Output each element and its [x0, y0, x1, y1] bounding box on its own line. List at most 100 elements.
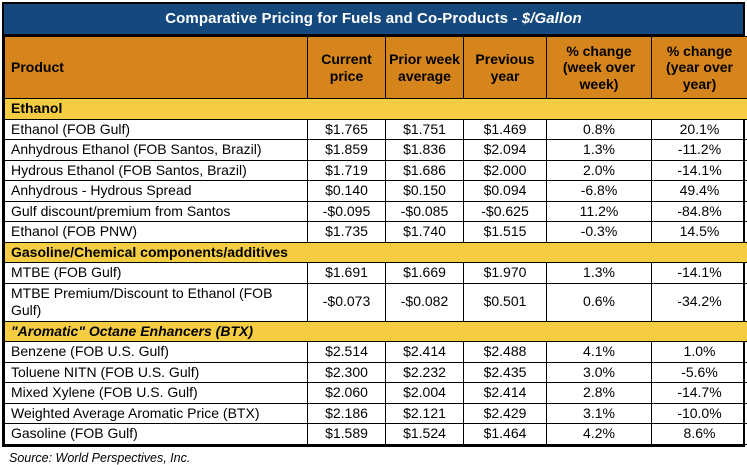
source-note: Source: World Perspectives, Inc.	[0, 447, 747, 465]
pct-change-yoy-cell: 49.4%	[652, 181, 747, 202]
pct-change-wow-cell: 2.8%	[547, 383, 652, 404]
previous-year-cell: -$0.625	[464, 201, 547, 222]
previous-year-cell: $0.094	[464, 181, 547, 202]
current-price-cell: $2.514	[308, 342, 386, 363]
current-price-cell: $1.719	[308, 160, 386, 181]
table-title: Comparative Pricing for Fuels and Co-Pro…	[4, 4, 743, 36]
pct-change-wow-cell: 3.0%	[547, 362, 652, 383]
column-header-pct-change-wow: % change (week over week)	[547, 37, 652, 99]
table-title-text: Comparative Pricing for Fuels and Co-Pro…	[165, 10, 522, 27]
current-price-cell: $1.765	[308, 119, 386, 140]
section-label: "Aromatic" Octane Enhancers (BTX)	[5, 321, 747, 342]
section-header-row: Ethanol	[5, 99, 747, 120]
product-cell: Gasoline (FOB Gulf)	[5, 424, 308, 445]
current-price-cell: $1.589	[308, 424, 386, 445]
prior-week-average-cell: $2.232	[386, 362, 464, 383]
prior-week-average-cell: $1.686	[386, 160, 464, 181]
pct-change-wow-cell: -0.3%	[547, 222, 652, 243]
prior-week-average-cell: $1.524	[386, 424, 464, 445]
previous-year-cell: $2.435	[464, 362, 547, 383]
pct-change-wow-cell: 0.8%	[547, 119, 652, 140]
current-price-cell: $2.060	[308, 383, 386, 404]
prior-week-average-cell: $0.150	[386, 181, 464, 202]
prior-week-average-cell: $2.414	[386, 342, 464, 363]
previous-year-cell: $2.094	[464, 140, 547, 161]
table-row: Mixed Xylene (FOB U.S. Gulf)$2.060$2.004…	[5, 383, 747, 404]
product-cell: Ethanol (FOB Gulf)	[5, 119, 308, 140]
table-frame: Comparative Pricing for Fuels and Co-Pro…	[2, 2, 745, 447]
table-title-unit: $/Gallon	[522, 10, 582, 27]
current-price-cell: $1.859	[308, 140, 386, 161]
pct-change-wow-cell: 2.0%	[547, 160, 652, 181]
pct-change-wow-cell: 1.3%	[547, 140, 652, 161]
page: Comparative Pricing for Fuels and Co-Pro…	[0, 2, 747, 448]
previous-year-cell: $2.488	[464, 342, 547, 363]
table-row: Weighted Average Aromatic Price (BTX)$2.…	[5, 403, 747, 424]
previous-year-cell: $1.515	[464, 222, 547, 243]
pct-change-wow-cell: 0.6%	[547, 283, 652, 321]
current-price-cell: $2.300	[308, 362, 386, 383]
product-cell: MTBE (FOB Gulf)	[5, 263, 308, 284]
previous-year-cell: $0.501	[464, 283, 547, 321]
table-row: MTBE Premium/Discount to Ethanol (FOB Gu…	[5, 283, 747, 321]
previous-year-cell: $1.970	[464, 263, 547, 284]
previous-year-cell: $2.429	[464, 403, 547, 424]
pct-change-yoy-cell: 20.1%	[652, 119, 747, 140]
pct-change-wow-cell: 1.3%	[547, 263, 652, 284]
pct-change-yoy-cell: -11.2%	[652, 140, 747, 161]
current-price-cell: -$0.095	[308, 201, 386, 222]
section-header-row: Gasoline/Chemical components/additives	[5, 242, 747, 263]
previous-year-cell: $2.414	[464, 383, 547, 404]
prior-week-average-cell: -$0.082	[386, 283, 464, 321]
column-header-product: Product	[5, 37, 308, 99]
pct-change-yoy-cell: -34.2%	[652, 283, 747, 321]
table-row: Anhydrous - Hydrous Spread$0.140$0.150$0…	[5, 181, 747, 202]
pct-change-wow-cell: 3.1%	[547, 403, 652, 424]
column-header-pct-change-yoy: % change (year over year)	[652, 37, 747, 99]
product-cell: Mixed Xylene (FOB U.S. Gulf)	[5, 383, 308, 404]
table-row: Ethanol (FOB PNW)$1.735$1.740$1.515-0.3%…	[5, 222, 747, 243]
pct-change-yoy-cell: -84.8%	[652, 201, 747, 222]
pct-change-yoy-cell: -14.1%	[652, 160, 747, 181]
pct-change-yoy-cell: -10.0%	[652, 403, 747, 424]
prior-week-average-cell: $1.740	[386, 222, 464, 243]
pct-change-yoy-cell: 14.5%	[652, 222, 747, 243]
pct-change-yoy-cell: -14.7%	[652, 383, 747, 404]
previous-year-cell: $2.000	[464, 160, 547, 181]
prior-week-average-cell: $1.836	[386, 140, 464, 161]
current-price-cell: $2.186	[308, 403, 386, 424]
product-cell: Anhydrous - Hydrous Spread	[5, 181, 308, 202]
prior-week-average-cell: $1.669	[386, 263, 464, 284]
pct-change-yoy-cell: 1.0%	[652, 342, 747, 363]
pct-change-wow-cell: -6.8%	[547, 181, 652, 202]
previous-year-cell: $1.469	[464, 119, 547, 140]
product-cell: Benzene (FOB U.S. Gulf)	[5, 342, 308, 363]
product-cell: MTBE Premium/Discount to Ethanol (FOB Gu…	[5, 283, 308, 321]
product-cell: Weighted Average Aromatic Price (BTX)	[5, 403, 308, 424]
product-cell: Toluene NITN (FOB U.S. Gulf)	[5, 362, 308, 383]
current-price-cell: $1.735	[308, 222, 386, 243]
column-header-prior-week-average: Prior week average	[386, 37, 464, 99]
product-cell: Ethanol (FOB PNW)	[5, 222, 308, 243]
pct-change-yoy-cell: -5.6%	[652, 362, 747, 383]
product-cell: Anhydrous Ethanol (FOB Santos, Brazil)	[5, 140, 308, 161]
section-label: Gasoline/Chemical components/additives	[5, 242, 747, 263]
prior-week-average-cell: $2.004	[386, 383, 464, 404]
table-row: Gulf discount/premium from Santos-$0.095…	[5, 201, 747, 222]
pct-change-yoy-cell: -14.1%	[652, 263, 747, 284]
table-row: Hydrous Ethanol (FOB Santos, Brazil)$1.7…	[5, 160, 747, 181]
pct-change-wow-cell: 11.2%	[547, 201, 652, 222]
previous-year-cell: $1.464	[464, 424, 547, 445]
pct-change-yoy-cell: 8.6%	[652, 424, 747, 445]
table-row: Toluene NITN (FOB U.S. Gulf)$2.300$2.232…	[5, 362, 747, 383]
column-header-current-price: Current price	[308, 37, 386, 99]
prior-week-average-cell: -$0.085	[386, 201, 464, 222]
table-row: Anhydrous Ethanol (FOB Santos, Brazil)$1…	[5, 140, 747, 161]
pct-change-wow-cell: 4.1%	[547, 342, 652, 363]
product-cell: Gulf discount/premium from Santos	[5, 201, 308, 222]
section-label: Ethanol	[5, 99, 747, 120]
